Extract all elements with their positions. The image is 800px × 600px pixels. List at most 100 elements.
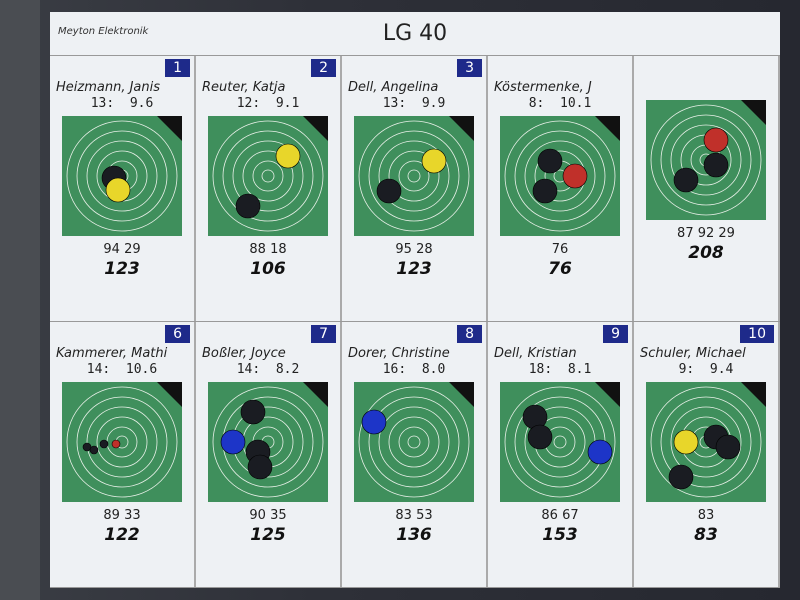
series-scores: 83 53	[395, 508, 433, 523]
shot-hole	[240, 399, 266, 425]
shot-value: 8.0	[421, 362, 446, 377]
target-ring	[660, 396, 752, 488]
last-shot: 14: 10.6	[87, 362, 157, 378]
shooter-name: Boßler, Joyce	[202, 346, 286, 361]
target-ring	[660, 114, 752, 206]
last-shot: 13: 9.9	[383, 96, 446, 112]
target-display	[354, 116, 474, 236]
shot-value: 9.9	[421, 96, 446, 111]
target-ring	[358, 120, 470, 232]
shot-hole	[532, 178, 558, 204]
target-ring	[212, 120, 324, 232]
target-ring	[650, 386, 762, 498]
series-scores: 83	[697, 508, 715, 523]
lane-number-badge: 3	[457, 59, 482, 77]
total-score: 83	[694, 525, 718, 545]
lane-number-badge: 6	[165, 325, 190, 343]
target-background	[354, 116, 474, 236]
shot-hole	[235, 193, 261, 219]
shot-number: 8:	[528, 96, 545, 111]
series-scores: 88 18	[249, 242, 287, 257]
last-shot: 8: 10.1	[529, 96, 592, 112]
target-ring	[76, 130, 168, 222]
corner-marker	[595, 382, 620, 407]
shot-hole	[715, 434, 741, 460]
shooter-name: Dell, Angelina	[348, 80, 439, 95]
total-score: 208	[688, 243, 724, 263]
lane-row: 1 Heizmann, Janis 13: 9.6 94 29 123 2 Re…	[50, 56, 780, 322]
target-background	[208, 116, 328, 236]
shot-value: 10.6	[125, 362, 158, 377]
total-score: 106	[250, 259, 286, 279]
lane-card: 7 Boßler, Joyce 14: 8.2 90 35 125	[196, 322, 342, 587]
latest-shot-hole	[703, 127, 729, 153]
target-display	[646, 100, 766, 220]
target-ring	[86, 140, 158, 212]
shooter-name: Köstermenke, J	[494, 80, 592, 95]
shooter-name: Dorer, Christine	[348, 346, 450, 361]
total-score: 123	[396, 259, 432, 279]
target-ring	[378, 140, 450, 212]
target-background	[62, 382, 182, 502]
competition-title: LG 40	[382, 21, 448, 46]
total-score: 123	[104, 259, 140, 279]
target-ring	[670, 406, 742, 478]
last-shot: 13: 9.6	[91, 96, 154, 112]
series-scores: 94 29	[103, 242, 141, 257]
target-ring	[388, 150, 440, 202]
latest-shot-hole	[105, 177, 131, 203]
shot-number: 14:	[236, 362, 261, 377]
brand-label: Meyton Elektronik	[58, 26, 149, 37]
shot-hole	[703, 152, 729, 178]
last-shot: 12: 9.1	[237, 96, 300, 112]
lane-row: 6 Kammerer, Mathi 14: 10.6 89 33 122 7 B…	[50, 322, 780, 588]
target-ring	[86, 406, 158, 478]
lane-card: Köstermenke, J 8: 10.1 76 76	[488, 56, 634, 321]
last-shot: 18: 8.1	[529, 362, 592, 378]
shot-hole	[247, 454, 273, 480]
target-display	[500, 382, 620, 502]
series-scores: 87 92 29	[677, 226, 735, 241]
target-ring	[261, 169, 275, 183]
lane-number-badge: 9	[603, 325, 628, 343]
shot-hole	[673, 167, 699, 193]
shot-number: 12:	[236, 96, 261, 111]
target-ring	[650, 104, 762, 216]
latest-shot-hole	[361, 409, 387, 435]
series-scores: 95 28	[395, 242, 433, 257]
target-ring	[398, 160, 430, 192]
latest-shot-hole	[421, 148, 447, 174]
target-ring	[66, 120, 178, 232]
shot-value: 9.4	[709, 362, 734, 377]
series-scores: 90 35	[249, 508, 287, 523]
corner-marker	[157, 116, 182, 141]
corner-marker	[449, 382, 474, 407]
total-score: 125	[250, 525, 286, 545]
target-ring	[553, 435, 567, 449]
target-ring	[504, 386, 616, 498]
target-ring	[398, 426, 430, 458]
lane-card: 6 Kammerer, Mathi 14: 10.6 89 33 122	[50, 322, 196, 587]
last-shot: 9: 9.4	[679, 362, 734, 378]
target-ring	[378, 406, 450, 478]
lane-card: 1 Heizmann, Janis 13: 9.6 94 29 123	[50, 56, 196, 321]
target-display	[208, 382, 328, 502]
shot-hole	[668, 464, 694, 490]
lane-card: 9 Dell, Kristian 18: 8.1 86 67 153	[488, 322, 634, 587]
corner-marker	[741, 382, 766, 407]
latest-shot-hole	[673, 429, 699, 455]
corner-marker	[741, 100, 766, 125]
shot-hole	[527, 424, 553, 450]
target-ring	[514, 130, 606, 222]
last-shot: 16: 8.0	[383, 362, 446, 378]
shot-value: 10.1	[560, 96, 592, 111]
target-ring	[222, 130, 314, 222]
lane-card: 3 Dell, Angelina 13: 9.9 95 28 123	[342, 56, 488, 321]
latest-shot-hole	[275, 143, 301, 169]
shot-value: 8.1	[567, 362, 592, 377]
target-ring	[407, 169, 421, 183]
lane-number-badge: 10	[740, 325, 774, 343]
lane-card: 87 92 29 208	[634, 56, 780, 321]
header: Meyton Elektronik LG 40	[50, 12, 780, 56]
target-ring	[368, 130, 460, 222]
